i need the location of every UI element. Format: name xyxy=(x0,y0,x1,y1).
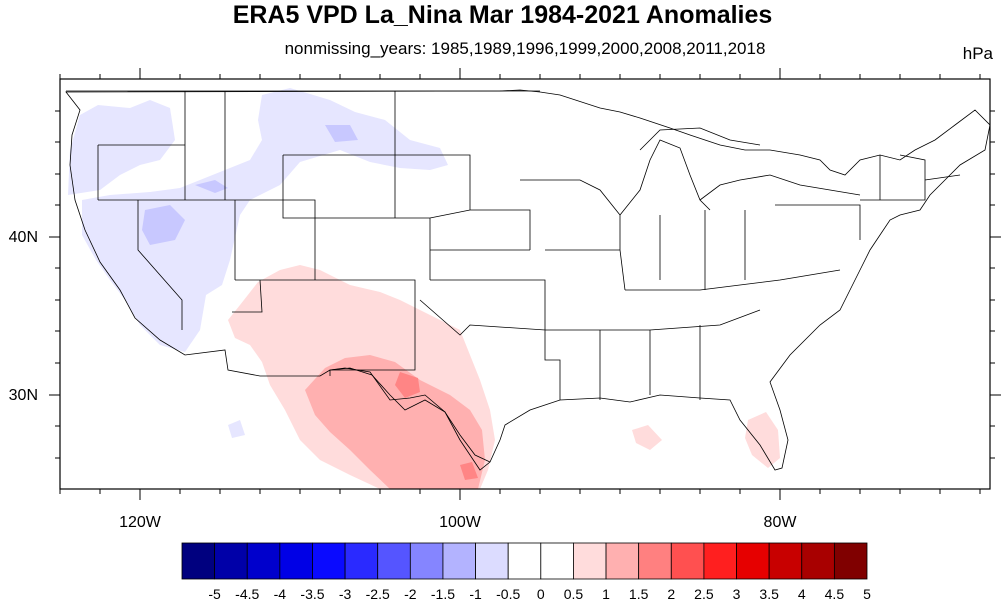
colorbar-label: -3.5 xyxy=(300,586,324,602)
map-title: ERA5 VPD La_Nina Mar 1984-2021 Anomalies xyxy=(232,1,773,29)
mexico-border xyxy=(329,367,491,463)
colorbar-swatch xyxy=(638,542,672,580)
anomaly-field xyxy=(68,88,780,489)
colorbar-label: 1 xyxy=(602,586,610,602)
colorbar-label: 0.5 xyxy=(564,586,584,602)
colorbar-swatch xyxy=(768,542,803,580)
positive-anomaly-region-gulf xyxy=(632,425,662,450)
colorbar-label: -2.5 xyxy=(366,586,390,602)
colorbar-swatch xyxy=(181,542,216,580)
y-tick-label-30n: 30N xyxy=(9,387,38,404)
colorbar-label: -3 xyxy=(339,586,352,602)
colorbar-label: 3 xyxy=(733,586,741,602)
colorbar-label: 3.5 xyxy=(759,586,779,602)
negative-anomaly-region-idaho xyxy=(195,180,228,193)
colorbar-swatch xyxy=(605,542,640,580)
axis-ticks xyxy=(49,68,1001,500)
minor-ticks xyxy=(55,74,995,494)
colorbar-swatch xyxy=(442,542,476,580)
colorbar-swatch xyxy=(736,542,770,580)
x-tick-label-100w: 100W xyxy=(439,514,482,531)
colorbar-swatch xyxy=(214,542,248,580)
us-outline xyxy=(65,89,990,471)
x-tick-label-80w: 80W xyxy=(764,514,798,531)
colorbar-label: 4.5 xyxy=(825,586,845,602)
y-tick-label-40n: 40N xyxy=(9,229,38,246)
negative-anomaly-region-baja xyxy=(228,420,245,438)
colorbar-label: 4 xyxy=(798,586,806,602)
colorbar-swatch xyxy=(246,542,281,580)
colorbar-label: -2 xyxy=(404,586,417,602)
colorbar-swatch xyxy=(377,542,411,580)
negative-anomaly-region-utah xyxy=(142,205,185,245)
colorbar-swatch xyxy=(344,542,379,580)
positive-anomaly-region-dark-south xyxy=(460,462,478,480)
negative-anomaly-region-west xyxy=(82,88,448,352)
colorbar-label: 5 xyxy=(863,586,871,602)
colorbar-label: -0.5 xyxy=(496,586,520,602)
colorbar-swatch xyxy=(573,542,607,580)
colorbar-swatch xyxy=(703,542,737,580)
state-lines xyxy=(97,91,961,400)
colorbar-swatch xyxy=(801,542,835,580)
positive-anomaly-region-mid xyxy=(305,355,485,489)
great-lakes xyxy=(619,127,861,216)
colorbar-swatch xyxy=(475,542,509,580)
colorbar-label: 2 xyxy=(667,586,675,602)
colorbar-swatch xyxy=(670,542,705,580)
map-frame xyxy=(59,78,991,490)
colorbar-swatch xyxy=(312,542,346,580)
positive-anomaly-region-dark xyxy=(395,372,420,398)
colorbar-swatch xyxy=(833,542,868,580)
positive-anomaly-region-florida xyxy=(745,412,780,468)
colorbar-label: 0 xyxy=(537,586,545,602)
colorbar-label: -1.5 xyxy=(431,586,455,602)
colorbar-label: -4 xyxy=(274,586,287,602)
colorbar-label: 1.5 xyxy=(629,586,649,602)
colorbar-swatch xyxy=(279,542,313,580)
colorbar-swatch xyxy=(409,542,444,580)
negative-anomaly-region-northwest xyxy=(68,100,175,195)
colorbar: -5 -4.5 -4 -3.5 -3 -2.5 -2 -1.5 -1 -0.5 0 0.5 1 1.5 2 2… xyxy=(181,542,871,602)
map-subtitle: nonmissing_years: 1985,1989,1996,1999,20… xyxy=(284,39,766,58)
colorbar-label: -1 xyxy=(469,586,482,602)
negative-anomaly-region-montana xyxy=(325,125,358,142)
colorbar-label: -5 xyxy=(208,586,221,602)
colorbar-swatch xyxy=(507,542,542,580)
units-label: hPa xyxy=(962,44,993,63)
colorbar-swatch xyxy=(540,542,574,580)
colorbar-label: 2.5 xyxy=(694,586,714,602)
x-tick-label-120w: 120W xyxy=(119,514,162,531)
boundaries xyxy=(65,89,990,471)
colorbar-label: -4.5 xyxy=(235,586,259,602)
